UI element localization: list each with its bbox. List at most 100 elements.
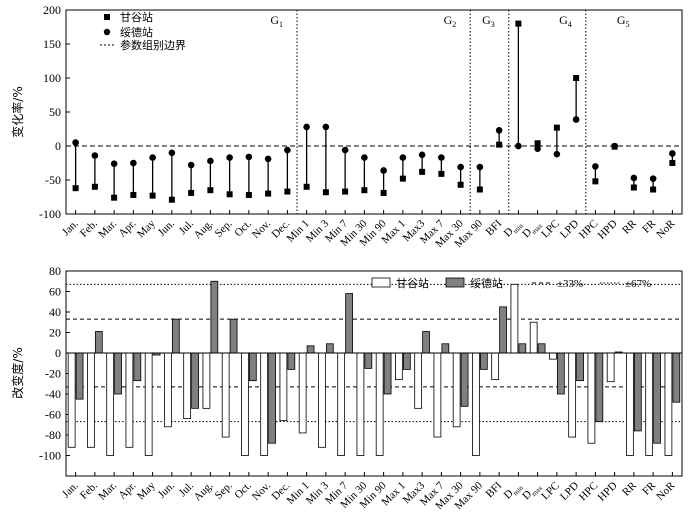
gangu-bar xyxy=(452,352,461,428)
suide-point xyxy=(457,163,464,171)
gangu-bar xyxy=(202,352,211,409)
x-tick-label: RR xyxy=(620,479,639,498)
suide-point xyxy=(207,157,214,165)
x-tick-label: Jan. xyxy=(60,479,81,500)
gangu-bar xyxy=(510,283,519,354)
suide-point xyxy=(168,149,176,157)
gangu-point xyxy=(130,191,137,198)
suide-point xyxy=(669,150,676,157)
suide-bar xyxy=(653,352,661,444)
gangu-point xyxy=(245,191,252,198)
suide-bar xyxy=(383,352,392,395)
gangu-point xyxy=(573,75,580,81)
suide-bar xyxy=(94,331,103,354)
suide-bar xyxy=(422,331,430,354)
gangu-point xyxy=(303,183,310,190)
x-tick-label: Jun. xyxy=(156,479,177,500)
suide-bar xyxy=(633,352,642,432)
x-tick-label: LPD xyxy=(558,218,581,241)
gangu-point xyxy=(650,186,657,193)
y-tick-label: -60 xyxy=(45,408,61,422)
legend-gray-bar-swatch xyxy=(445,277,465,288)
x-tick-label: HPD xyxy=(596,218,620,242)
gangu-point xyxy=(111,194,118,201)
gangu-point xyxy=(496,141,503,148)
y-tick-label: -40 xyxy=(45,387,61,401)
suide-bar xyxy=(133,352,142,382)
gangu-point xyxy=(342,188,349,195)
suide-point xyxy=(303,123,310,131)
gangu-point xyxy=(72,185,79,192)
rate-change-legend: 甘谷站 绥德站 参数组别边界 xyxy=(100,10,186,52)
suide-bar xyxy=(325,343,334,354)
gangu-bar xyxy=(318,352,326,448)
suide-point xyxy=(553,150,561,158)
legend-label-gangu: 甘谷站 xyxy=(120,10,153,24)
legend-label-gangu-bar: 甘谷站 xyxy=(396,276,429,290)
gangu-point xyxy=(419,168,426,175)
x-tick-label: Mar. xyxy=(96,479,119,502)
gangu-point xyxy=(380,189,387,196)
gangu-bar xyxy=(568,352,577,438)
gangu-point xyxy=(149,192,156,199)
gangu-bar xyxy=(472,352,480,456)
suide-bar xyxy=(672,352,681,403)
x-tick-label: May xyxy=(135,479,158,502)
suide-point xyxy=(611,142,618,150)
suide-bar xyxy=(402,352,411,370)
x-tick-label: Sep. xyxy=(213,479,235,501)
legend-label-suide: 绥德站 xyxy=(120,25,153,39)
x-tick-label: Jan. xyxy=(60,217,81,238)
group-label: G4 xyxy=(559,13,572,29)
y-tick-label: 40 xyxy=(49,305,61,319)
gangu-bar xyxy=(587,352,596,444)
suide-point xyxy=(72,139,79,146)
suide-bar xyxy=(191,352,199,409)
suide-point xyxy=(187,161,195,169)
gangu-point xyxy=(515,20,522,27)
gangu-point xyxy=(322,189,329,196)
alteration-y-axis: -100 -80 -60 -40 -20 0 20 40 60 80 xyxy=(39,264,70,463)
group-boundaries: G1 G2 G3 G4 G5 xyxy=(270,10,630,214)
gangu-bar xyxy=(87,352,95,448)
x-tick-label: Oct. xyxy=(232,217,254,239)
x-tick-label: Mar. xyxy=(96,217,119,240)
y-tick-label: -80 xyxy=(45,428,61,442)
gangu-point xyxy=(361,187,368,194)
suide-point xyxy=(534,145,541,153)
x-tick-label: NoR xyxy=(654,479,678,503)
suide-bar xyxy=(345,293,353,354)
legend-label-boundary: 参数组别边界 xyxy=(120,38,186,52)
x-tick-label: Jun. xyxy=(156,217,177,238)
gangu-bar xyxy=(395,352,403,381)
gangu-bar xyxy=(375,352,384,456)
suide-point xyxy=(245,153,253,161)
gangu-bar xyxy=(626,352,634,456)
rate-change-chart: 变化率/% -100 -50 0 50 100 150 200 Jan.Feb.Mar.Ap… xyxy=(10,3,683,250)
gangu-bar xyxy=(183,352,192,419)
gangu-bar xyxy=(433,352,442,438)
y-tick-label: 0 xyxy=(55,139,61,153)
x-tick-label: NoR xyxy=(654,217,678,241)
x-tick-label: Oct. xyxy=(232,479,254,501)
gangu-bar xyxy=(491,352,500,381)
suide-point xyxy=(592,163,599,170)
x-tick-label: Nov. xyxy=(250,479,273,502)
suide-bar xyxy=(556,352,565,395)
suide-bar xyxy=(518,343,527,354)
suide-bar xyxy=(441,343,450,354)
group-label: G2 xyxy=(444,13,457,29)
alteration-y-axis-label: 改变度/% xyxy=(10,347,25,398)
gangu-bar xyxy=(356,352,365,456)
x-tick-label: Feb. xyxy=(78,479,100,501)
suide-bar xyxy=(268,352,276,444)
alteration-degree-chart: 改变度/% -100 -80 -60 -40 -20 0 20 40 60 80 Jan.Feb.… xyxy=(10,264,683,512)
x-tick-label: Feb. xyxy=(78,217,100,239)
gangu-point xyxy=(669,160,676,166)
gangu-bar xyxy=(337,352,346,456)
gangu-point xyxy=(207,187,214,194)
alteration-legend: 甘谷站 绥德站 ±33% ±67% xyxy=(371,276,651,290)
y-tick-label: 100 xyxy=(43,71,61,85)
x-tick-label: Aug. xyxy=(192,479,216,503)
